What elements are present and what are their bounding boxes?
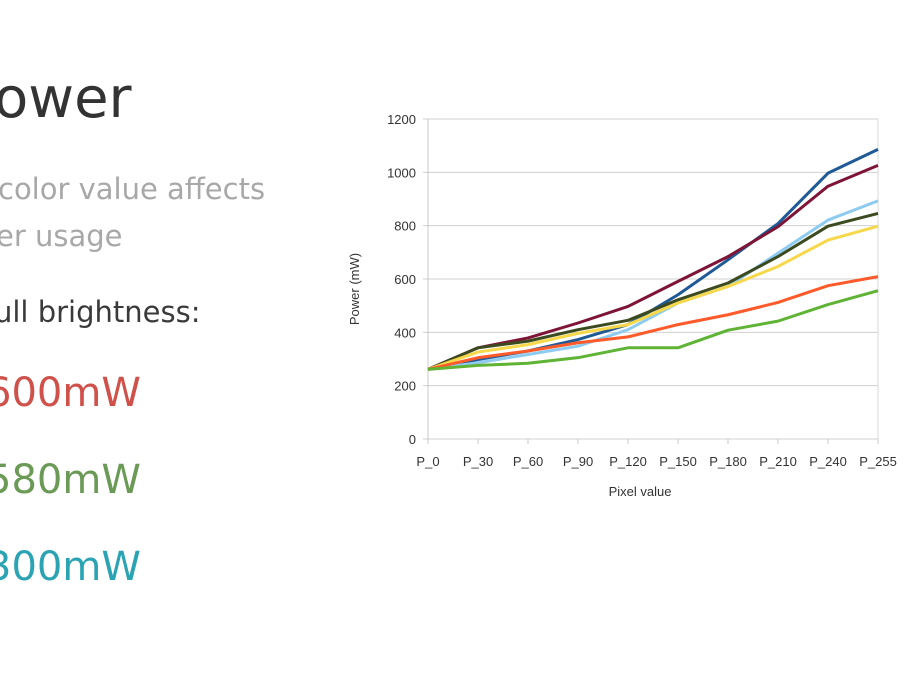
y-tick-label: 1000 [387,165,416,180]
power-value-green: 580mW [0,457,141,503]
y-axis-label: Power (mW) [347,253,362,325]
y-tick-label: 1200 [387,112,416,127]
body-line-1: color value affects [0,172,266,206]
slide-title: ower [0,66,132,131]
body-line-3: ull brightness: [0,295,201,329]
y-tick-label: 0 [409,432,416,447]
body-line-2: er usage [0,219,123,253]
x-tick-label: P_210 [759,454,797,469]
series-line-2 [427,164,879,371]
x-tick-label: P_60 [513,454,543,469]
y-tick-label: 600 [394,272,416,287]
x-axis-label: Pixel value [609,484,672,499]
power-value-red: 600mW [0,370,141,416]
x-tick-label: P_0 [416,454,439,469]
y-tick-label: 400 [394,325,416,340]
series-line-4 [427,211,879,371]
x-tick-label: P_90 [563,454,593,469]
x-tick-label: P_30 [463,454,493,469]
y-tick-label: 800 [394,219,416,234]
series-line-3 [427,199,879,371]
x-tick-label: P_180 [709,454,747,469]
power-value-blue: 300mW [0,544,141,590]
x-tick-label: P_255 [859,454,897,469]
series-line-7 [427,289,879,371]
y-tick-label: 200 [394,379,416,394]
series-line-1 [427,148,879,371]
series-line-6 [427,275,879,371]
x-tick-label: P_120 [609,454,647,469]
x-tick-label: P_150 [659,454,697,469]
series-line-5 [427,224,879,371]
x-tick-label: P_240 [809,454,847,469]
